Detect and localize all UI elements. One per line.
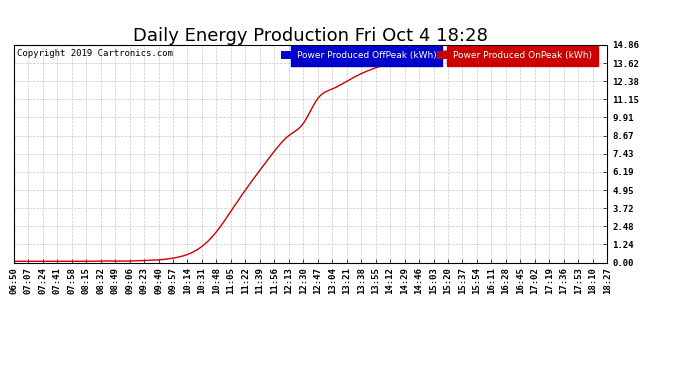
Legend: Power Produced OffPeak (kWh), Power Produced OnPeak (kWh): Power Produced OffPeak (kWh), Power Prod… bbox=[279, 50, 594, 62]
Title: Daily Energy Production Fri Oct 4 18:28: Daily Energy Production Fri Oct 4 18:28 bbox=[133, 27, 488, 45]
Text: Copyright 2019 Cartronics.com: Copyright 2019 Cartronics.com bbox=[17, 50, 172, 58]
